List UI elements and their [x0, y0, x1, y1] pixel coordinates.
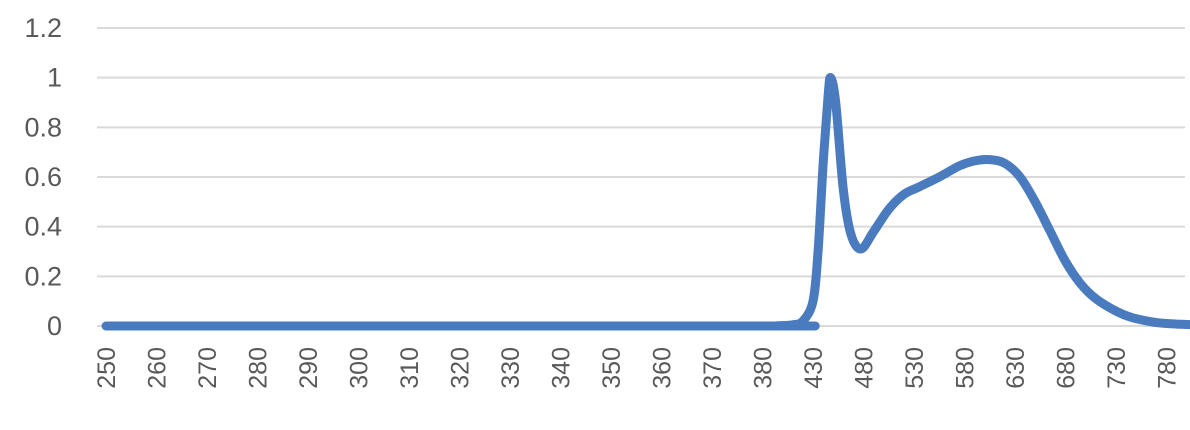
- x-axis-tick-labels: 250 260 270 280 290 300 310 320 330 340 350 360 370 3…: [93, 347, 1182, 389]
- x-tick-label: 380: [750, 347, 778, 389]
- y-tick-label: 0.8: [24, 112, 62, 142]
- x-tick-label: 320: [447, 347, 475, 389]
- x-tick-label: 260: [144, 347, 172, 389]
- x-tick-label: 350: [598, 347, 626, 389]
- y-tick-label: 0.4: [24, 212, 62, 242]
- y-tick-label: 0.6: [24, 162, 62, 192]
- x-tick-label: 480: [851, 347, 879, 389]
- y-tick-label: 0.2: [24, 261, 62, 291]
- x-tick-label: 340: [548, 347, 576, 389]
- series-layer: [101, 72, 1190, 331]
- x-tick-label: 360: [649, 347, 677, 389]
- x-tick-label: 270: [194, 347, 222, 389]
- x-tick-label: 680: [1053, 347, 1081, 389]
- y-tick-label: 1: [47, 63, 62, 93]
- x-tick-label: 250: [93, 347, 121, 389]
- x-tick-label: 370: [699, 347, 727, 389]
- x-tick-label: 300: [346, 347, 374, 389]
- x-tick-label: 310: [396, 347, 424, 389]
- x-tick-label: 430: [800, 347, 828, 389]
- y-tick-label: 0: [47, 311, 62, 341]
- x-tick-label: 530: [901, 347, 929, 389]
- x-tick-label: 580: [952, 347, 980, 389]
- x-tick-label: 280: [245, 347, 273, 389]
- x-tick-label: 330: [497, 347, 525, 389]
- y-axis-tick-labels: 0 0.2 0.4 0.6 0.8 1 1.2: [24, 13, 62, 341]
- x-tick-label: 730: [1103, 347, 1131, 389]
- y-tick-label: 1.2: [24, 13, 62, 43]
- x-tick-label: 780: [1154, 347, 1182, 389]
- series-line-0: [101, 72, 1190, 331]
- x-tick-label: 290: [295, 347, 323, 389]
- x-tick-label: 630: [1002, 347, 1030, 389]
- gridlines: [97, 27, 1185, 327]
